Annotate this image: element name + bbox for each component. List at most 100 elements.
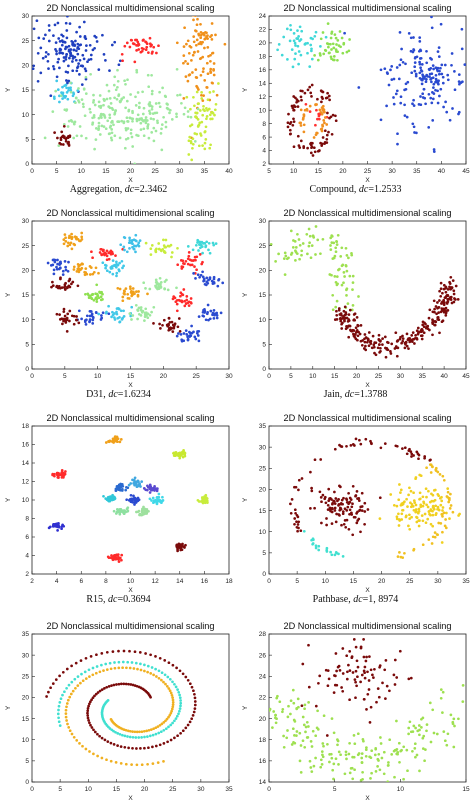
data-point: [339, 444, 343, 448]
y-tick-label: 6: [262, 134, 266, 141]
data-point: [86, 716, 90, 720]
data-point: [183, 299, 186, 303]
data-point: [62, 474, 66, 477]
data-point: [369, 705, 373, 709]
data-point: [61, 52, 65, 55]
data-point: [293, 720, 297, 723]
data-point: [162, 728, 166, 732]
data-point: [126, 660, 130, 664]
data-point: [75, 236, 78, 239]
data-point: [386, 72, 389, 75]
data-point: [158, 656, 162, 660]
data-point: [132, 247, 136, 251]
chart-title: 2D Nonclassical multidimensional scaling: [284, 413, 452, 423]
x-tick-label: 20: [160, 373, 168, 380]
data-point: [436, 89, 439, 93]
data-point: [368, 340, 372, 344]
data-point: [133, 480, 137, 484]
data-point: [318, 108, 322, 112]
data-point: [158, 90, 161, 94]
data-point: [432, 92, 436, 95]
data-point: [411, 749, 414, 753]
data-point: [353, 678, 357, 681]
data-point: [115, 274, 118, 278]
data-point: [201, 498, 205, 502]
data-point: [410, 455, 413, 458]
x-tick-label: 10: [85, 786, 93, 793]
data-point: [425, 325, 429, 329]
data-point: [390, 342, 394, 346]
data-point: [422, 87, 426, 91]
data-point: [135, 747, 138, 750]
data-point: [142, 106, 146, 110]
data-point: [433, 498, 437, 502]
data-point: [360, 509, 364, 512]
data-point: [405, 332, 409, 336]
data-point: [167, 725, 170, 729]
data-point: [290, 743, 294, 746]
data-point: [133, 60, 137, 64]
data-point: [429, 56, 432, 60]
data-point: [320, 750, 324, 753]
data-point: [432, 320, 436, 323]
data-point: [152, 727, 155, 731]
data-point: [274, 713, 277, 717]
y-tick-label: 4: [25, 553, 29, 560]
data-point: [154, 732, 158, 736]
data-point: [335, 240, 338, 243]
y-tick-label: 16: [259, 67, 267, 74]
data-point: [269, 709, 271, 712]
data-point: [140, 730, 144, 734]
data-point: [430, 80, 433, 84]
data-point: [348, 741, 351, 745]
data-point: [448, 517, 451, 520]
data-point: [398, 760, 401, 764]
data-point: [311, 542, 315, 545]
data-point: [73, 55, 77, 59]
data-point: [160, 722, 164, 726]
data-point: [175, 112, 178, 116]
data-point: [84, 656, 88, 660]
data-point: [142, 119, 146, 122]
data-point: [347, 49, 351, 53]
data-point: [328, 497, 331, 500]
data-point: [347, 491, 350, 495]
data-point: [326, 669, 330, 672]
data-point: [135, 44, 138, 47]
data-point: [298, 146, 302, 149]
data-point: [337, 763, 340, 766]
data-point: [179, 704, 182, 708]
data-point: [66, 125, 70, 128]
chart-panel-2: 2D Nonclassical multidimensional scaling…: [237, 0, 474, 195]
data-point: [192, 95, 195, 99]
data-point: [103, 114, 106, 118]
data-point: [379, 68, 383, 72]
data-point: [129, 493, 133, 497]
data-point: [405, 344, 409, 348]
data-point: [93, 103, 97, 107]
data-point: [128, 312, 132, 315]
data-point: [317, 681, 320, 685]
data-point: [316, 238, 320, 242]
data-point: [169, 723, 173, 727]
data-point: [135, 482, 138, 486]
data-point: [302, 529, 306, 533]
data-point: [215, 314, 219, 317]
data-point: [177, 317, 181, 320]
data-point: [436, 318, 440, 321]
data-point: [190, 324, 193, 328]
data-point: [303, 745, 307, 749]
data-point: [341, 689, 345, 693]
data-point: [326, 742, 329, 746]
data-point: [401, 339, 405, 343]
data-point: [87, 296, 91, 300]
data-point: [470, 692, 473, 695]
data-point: [290, 48, 294, 51]
data-point: [134, 736, 138, 739]
data-point: [429, 522, 433, 526]
data-point: [103, 263, 107, 267]
data-point: [117, 649, 120, 653]
caption-dc-label: dc: [353, 594, 363, 605]
data-point: [344, 750, 348, 754]
data-point: [69, 692, 73, 696]
